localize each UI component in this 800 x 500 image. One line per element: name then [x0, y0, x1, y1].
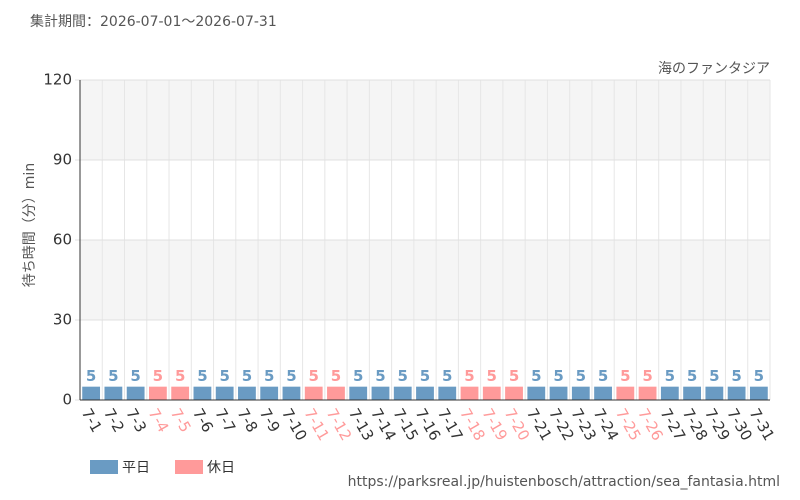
chart-subtitle: 集計期間：2026-07-01～2026-07-31	[30, 13, 277, 30]
y-tick-label: 120	[43, 71, 72, 89]
source-url: https://parksreal.jp/huistenbosch/attrac…	[348, 474, 780, 490]
value-label: 5	[464, 367, 474, 385]
x-tick-label: 7-3	[122, 405, 150, 435]
x-tick-label: 7-1	[78, 405, 106, 435]
bar	[82, 386, 101, 400]
bar	[304, 386, 323, 400]
x-tick-label: 7-6	[189, 405, 217, 435]
x-tick-label: 7-7	[211, 405, 239, 435]
bar	[193, 386, 212, 400]
plot-stripe	[80, 240, 770, 320]
legend-label: 平日	[122, 460, 150, 476]
y-tick-label: 60	[53, 231, 72, 249]
bar	[327, 386, 345, 400]
value-label: 5	[754, 367, 764, 385]
value-label: 5	[442, 367, 452, 385]
legend-label: 休日	[207, 460, 235, 476]
bar	[616, 386, 635, 400]
bar	[594, 386, 612, 400]
value-label: 5	[242, 367, 252, 385]
value-label: 5	[175, 367, 185, 385]
x-tick-label: 7-9	[256, 405, 284, 435]
value-label: 5	[598, 367, 608, 385]
value-label: 5	[620, 367, 630, 385]
x-tick-label: 7-5	[167, 405, 195, 435]
bar	[749, 386, 768, 400]
bar	[371, 386, 390, 400]
bar	[683, 386, 701, 400]
bar	[638, 386, 657, 400]
value-label: 5	[197, 367, 207, 385]
bar	[505, 386, 523, 400]
bar	[393, 386, 412, 400]
bar	[438, 386, 457, 400]
value-label: 5	[286, 367, 296, 385]
legend-swatch	[175, 460, 203, 474]
value-label: 5	[331, 367, 341, 385]
legend-swatch	[90, 460, 118, 474]
bar	[460, 386, 479, 400]
value-label: 5	[130, 367, 140, 385]
bar	[171, 386, 190, 400]
bar	[705, 386, 724, 400]
y-tick-label: 30	[53, 311, 72, 329]
value-label: 5	[731, 367, 741, 385]
bar	[215, 386, 234, 400]
x-tick-label: 7-8	[234, 405, 262, 435]
value-label: 5	[86, 367, 96, 385]
chart-title: 海のファンタジア	[658, 61, 770, 77]
value-label: 5	[375, 367, 385, 385]
value-label: 5	[642, 367, 652, 385]
value-label: 5	[420, 367, 430, 385]
bar	[549, 386, 568, 400]
bar	[349, 386, 368, 400]
value-label: 5	[353, 367, 363, 385]
bar	[282, 386, 301, 400]
bar	[727, 386, 746, 400]
bar	[126, 386, 145, 400]
value-label: 5	[398, 367, 408, 385]
y-tick-label: 0	[62, 391, 72, 409]
value-label: 5	[108, 367, 118, 385]
bar	[660, 386, 679, 400]
x-tick-label: 7-4	[145, 405, 173, 435]
value-label: 5	[308, 367, 318, 385]
value-label: 5	[576, 367, 586, 385]
value-label: 5	[219, 367, 229, 385]
bar	[571, 386, 590, 400]
y-tick-label: 90	[53, 151, 72, 169]
bar	[416, 386, 434, 400]
value-label: 5	[509, 367, 519, 385]
bar	[527, 386, 546, 400]
value-label: 5	[665, 367, 675, 385]
bar	[149, 386, 167, 400]
y-axis-label: 待ち時間（分）min	[22, 163, 38, 287]
value-label: 5	[487, 367, 497, 385]
bar	[260, 386, 279, 400]
value-label: 5	[153, 367, 163, 385]
value-label: 5	[553, 367, 563, 385]
bar	[238, 386, 256, 400]
plot-stripe	[80, 80, 770, 160]
bar	[482, 386, 501, 400]
bar	[104, 386, 123, 400]
x-tick-label: 7-2	[100, 405, 128, 435]
value-label: 5	[687, 367, 697, 385]
value-label: 5	[264, 367, 274, 385]
value-label: 5	[709, 367, 719, 385]
value-label: 5	[531, 367, 541, 385]
